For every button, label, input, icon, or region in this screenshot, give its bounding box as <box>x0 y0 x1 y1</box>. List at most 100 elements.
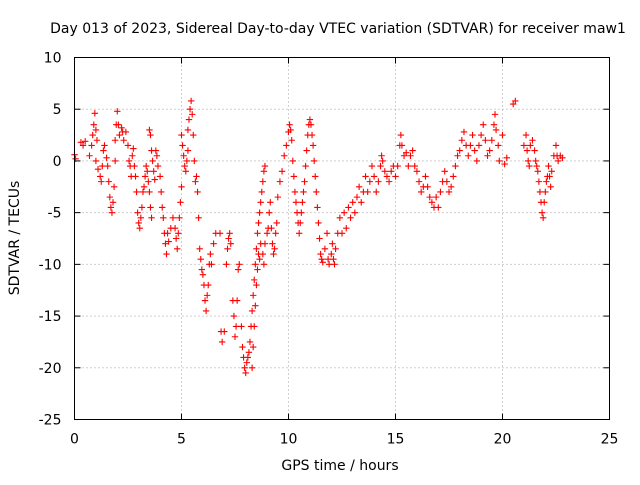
data-point <box>450 173 457 180</box>
data-point <box>91 110 99 117</box>
data-point <box>426 193 433 201</box>
data-point <box>424 183 431 190</box>
data-point <box>375 178 382 185</box>
data-point <box>324 255 332 263</box>
y-tick-label: -20 <box>39 361 62 377</box>
data-point <box>383 173 391 180</box>
data-point <box>328 250 335 258</box>
chart-title: Day 013 of 2023, Sidereal Day-to-day VTE… <box>50 21 626 37</box>
data-point <box>111 137 119 144</box>
data-point <box>249 292 257 299</box>
data-point <box>257 199 264 206</box>
data-point <box>266 209 273 216</box>
x-tick-label: 20 <box>494 432 512 448</box>
data-point <box>331 261 338 268</box>
data-point <box>150 168 157 175</box>
data-point <box>276 178 284 185</box>
data-point <box>306 116 314 123</box>
data-point <box>223 261 230 268</box>
data-point <box>288 137 295 144</box>
data-point <box>238 323 245 330</box>
data-point <box>256 255 263 263</box>
data-point <box>435 204 442 211</box>
data-point <box>146 126 153 134</box>
data-point <box>164 230 171 237</box>
data-point <box>548 168 555 175</box>
data-point <box>104 162 111 170</box>
data-point <box>379 157 386 165</box>
data-point <box>131 162 138 170</box>
data-point <box>187 97 195 105</box>
data-point <box>290 173 298 180</box>
data-point <box>239 343 246 351</box>
data-point <box>271 245 278 253</box>
y-tick-label: 10 <box>44 51 62 67</box>
y-tick-label: -10 <box>39 257 62 273</box>
data-point <box>182 168 189 175</box>
data-point <box>302 162 309 170</box>
data-point <box>428 199 436 206</box>
data-point <box>297 219 304 227</box>
data-series <box>71 97 566 377</box>
x-tick-labels: 0 5 10 15 20 25 <box>70 432 618 448</box>
data-point <box>538 209 546 216</box>
data-point <box>163 250 170 258</box>
data-point <box>370 173 378 180</box>
data-point <box>254 230 261 237</box>
data-point <box>169 214 177 222</box>
data-point <box>543 178 550 185</box>
data-point <box>447 183 455 190</box>
data-point <box>411 162 418 170</box>
data-point <box>252 261 259 268</box>
data-point <box>415 178 423 185</box>
data-point <box>210 240 217 247</box>
data-point <box>258 188 265 196</box>
data-point <box>251 323 258 330</box>
x-tick-label: 10 <box>280 432 298 448</box>
data-point <box>96 173 104 180</box>
data-point <box>454 152 461 159</box>
data-point <box>184 147 192 154</box>
data-point <box>256 209 263 216</box>
data-point <box>225 235 232 242</box>
data-point <box>138 204 146 211</box>
data-point <box>194 188 201 196</box>
data-point <box>329 240 336 247</box>
data-point <box>534 168 542 175</box>
data-point <box>535 178 543 185</box>
data-point <box>111 157 119 165</box>
data-point <box>385 178 393 185</box>
data-point <box>165 238 172 245</box>
data-point <box>336 214 344 222</box>
data-point <box>319 259 326 266</box>
data-point <box>72 155 79 163</box>
data-point <box>539 214 547 222</box>
data-point <box>541 199 548 206</box>
data-point <box>178 183 185 190</box>
data-point <box>249 343 257 351</box>
data-point <box>417 188 425 196</box>
data-point <box>190 131 197 139</box>
data-point <box>490 121 498 128</box>
data-point <box>316 235 323 242</box>
data-point <box>495 142 502 149</box>
data-point <box>475 142 483 149</box>
data-point <box>103 154 110 162</box>
data-point <box>529 137 536 144</box>
x-tick-label: 25 <box>601 432 619 448</box>
data-point <box>272 230 279 237</box>
data-point <box>248 307 256 315</box>
data-point <box>157 188 165 196</box>
data-point <box>180 152 187 159</box>
data-point <box>114 108 121 115</box>
data-point <box>355 183 363 190</box>
data-point <box>366 178 374 185</box>
data-point <box>298 209 305 216</box>
data-point <box>178 131 185 139</box>
data-point <box>142 162 150 170</box>
data-point <box>522 131 530 139</box>
data-point <box>198 266 206 273</box>
data-point <box>533 162 540 170</box>
data-point <box>88 142 95 149</box>
